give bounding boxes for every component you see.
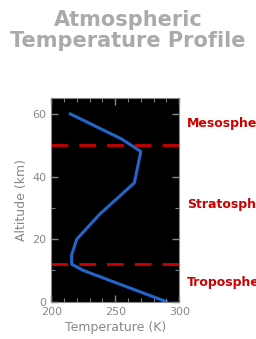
- Text: Troposphere: Troposphere: [187, 276, 256, 290]
- X-axis label: Temperature (K): Temperature (K): [65, 321, 166, 334]
- Text: Atmospheric
Temperature Profile: Atmospheric Temperature Profile: [10, 10, 246, 51]
- Text: Stratosphere: Stratosphere: [187, 198, 256, 211]
- Text: Mesosphere: Mesosphere: [187, 117, 256, 130]
- Y-axis label: Altitude (km): Altitude (km): [15, 159, 28, 241]
